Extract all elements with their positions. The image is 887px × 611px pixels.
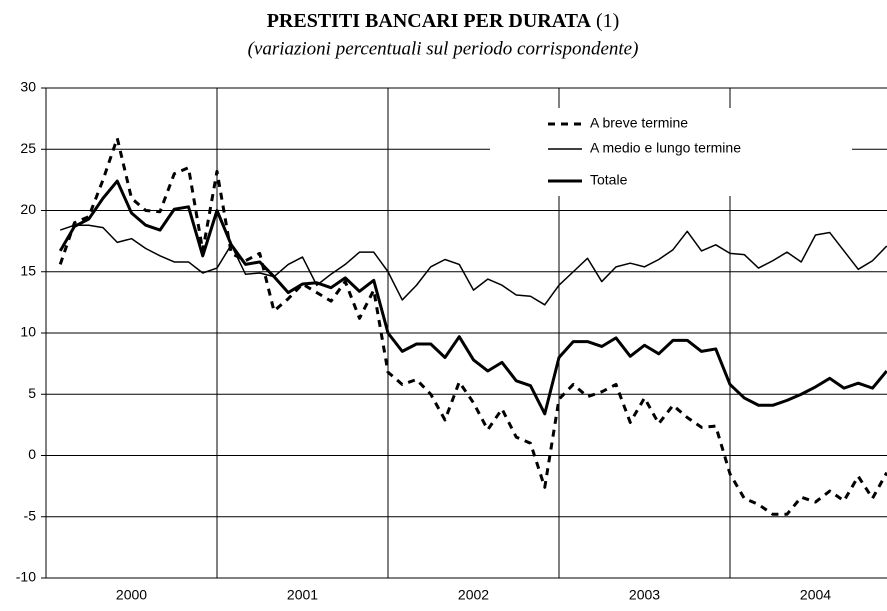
y-tick-label: 30 (20, 79, 36, 95)
y-tick-label: -5 (24, 507, 37, 523)
chart-subtitle: (variazioni percentuali sul periodo corr… (248, 38, 639, 59)
lines (58, 136, 887, 516)
y-tick-label: 15 (20, 262, 36, 278)
grid: -10 -5 0 5 10 15 20 25 30 2000 2001 2002 2003 2004 (16, 79, 887, 603)
y-tick-label: -10 (16, 569, 36, 585)
legend-label: A medio e lungo termine (590, 140, 741, 156)
x-tick-label: 2004 (800, 587, 831, 603)
x-tick-label: 2000 (116, 587, 147, 603)
legend-label: Totale (590, 172, 628, 188)
y-tick-label: 20 (20, 201, 36, 217)
series-line (58, 179, 887, 416)
y-tick-label: 0 (28, 446, 36, 462)
legend: A breve termine A medio e lungo termine To… (490, 108, 852, 196)
title-main: PRESTITI BANCARI PER DURATA (267, 10, 592, 32)
title-note: (1) (596, 10, 619, 32)
y-tick-label: 10 (20, 324, 36, 340)
series-line (60, 224, 887, 306)
y-tick-label: 25 (20, 140, 36, 156)
chart-title: PRESTITI BANCARI PER DURATA (1) (267, 10, 620, 32)
y-tick-label: 5 (28, 385, 36, 401)
x-tick-label: 2003 (629, 587, 660, 603)
x-tick-label: 2002 (458, 587, 489, 603)
legend-label: A breve termine (590, 115, 688, 131)
x-tick-label: 2001 (287, 587, 318, 603)
